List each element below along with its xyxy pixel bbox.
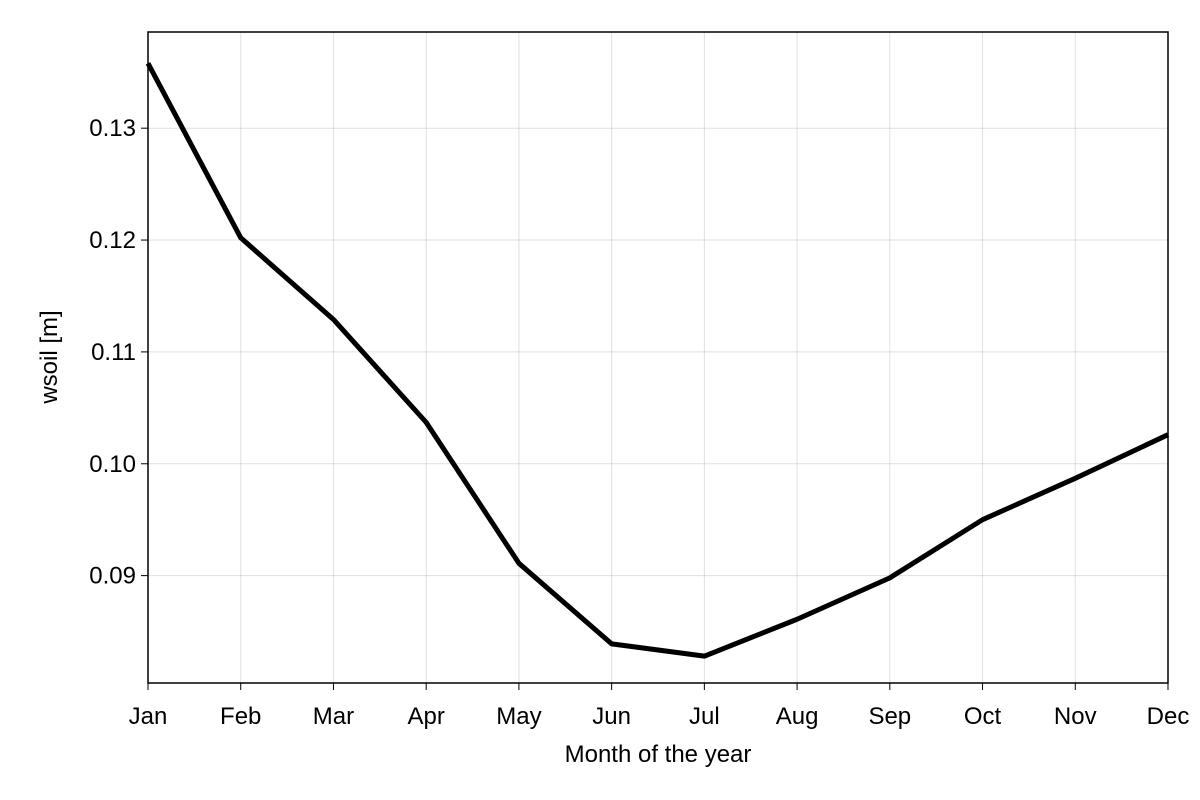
y-tick-label: 0.11 <box>91 339 136 366</box>
x-tick-label: Sep <box>868 703 911 730</box>
y-tick-label: 0.12 <box>89 227 136 254</box>
y-axis-title: wsoil [m] <box>36 310 63 404</box>
x-tick-label: Aug <box>776 703 819 730</box>
series-layer <box>145 62 1170 659</box>
grid <box>147 32 1169 683</box>
x-tick-label: Mar <box>313 703 354 730</box>
x-tick-label: Dec <box>1147 703 1190 730</box>
x-tick-label: May <box>496 703 541 730</box>
y-tick-label: 0.09 <box>89 563 136 590</box>
x-axis-title: Month of the year <box>565 741 752 768</box>
x-tick-label: Oct <box>964 703 1002 730</box>
y-tick-label: 0.10 <box>89 451 136 478</box>
x-tick-label: Nov <box>1054 703 1097 730</box>
plot-frame <box>147 31 1169 684</box>
x-tick-label: Jun <box>592 703 631 730</box>
x-tick-label: Jan <box>129 703 168 730</box>
tick-labels: Jan Feb Mar Apr May Jun Jul Aug Sep Oct Nov Dec 0.09… <box>89 115 1189 730</box>
y-tick-label: 0.13 <box>89 115 136 142</box>
series-line <box>145 62 1170 659</box>
x-tick-label: Apr <box>408 703 445 730</box>
x-tick-label: Jul <box>689 703 720 730</box>
ticks <box>141 127 1169 690</box>
x-tick-label: Feb <box>220 703 261 730</box>
